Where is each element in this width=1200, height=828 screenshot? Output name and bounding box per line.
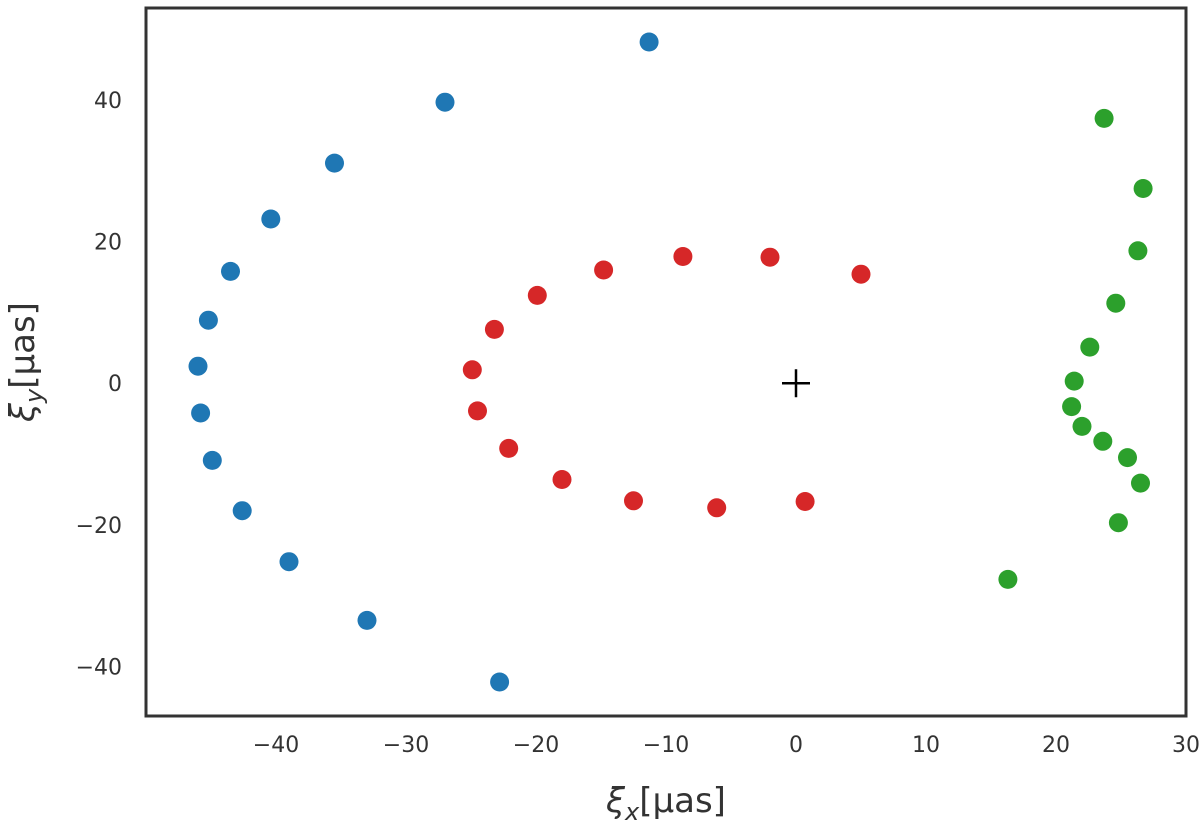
data-point: [435, 92, 455, 112]
data-point: [998, 569, 1018, 589]
data-point: [1094, 108, 1114, 128]
data-point: [673, 247, 693, 266]
data-point: [594, 260, 614, 280]
x-axis-label: ξx[μas]: [605, 781, 726, 826]
data-point: [232, 501, 252, 521]
x-axis-label-subscript: x: [624, 798, 640, 826]
x-axis-ticks: −40 −30 −20 −10 0 10 20 30: [253, 733, 1200, 758]
y-axis-ticks: −40 −20 0 20 40: [76, 89, 122, 680]
y-axis-label-subscript: y: [20, 388, 48, 404]
data-point: [1062, 397, 1082, 417]
data-point: [760, 247, 780, 267]
y-axis-label-symbol: ξ: [3, 402, 43, 423]
series-3: [998, 108, 1153, 589]
data-point: [1064, 371, 1084, 391]
y-axis-label-unit: [μas]: [3, 302, 43, 389]
y-tick-label: −40: [76, 655, 122, 680]
data-point: [851, 264, 871, 284]
x-tick-label: −10: [643, 733, 689, 758]
x-axis-label-unit: [μas]: [639, 781, 726, 821]
data-point: [191, 403, 211, 423]
y-axis-label: ξy[μas]: [3, 302, 48, 423]
data-point: [1080, 337, 1100, 357]
data-point: [198, 310, 218, 330]
data-point: [527, 285, 547, 305]
x-tick-label: 20: [1042, 733, 1070, 758]
series-2: [462, 247, 871, 518]
data-point: [1133, 179, 1153, 198]
data-point: [325, 153, 344, 173]
data-point: [279, 552, 299, 572]
x-tick-label: −40: [253, 733, 299, 758]
data-point: [795, 492, 815, 511]
x-axis-label-symbol: ξ: [605, 781, 626, 821]
x-tick-label: −30: [383, 733, 429, 758]
y-tick-label: −20: [76, 514, 122, 539]
y-tick-label: 0: [108, 372, 122, 397]
data-point: [624, 491, 643, 511]
data-point: [261, 209, 281, 229]
data-point: [188, 356, 208, 376]
x-tick-label: 10: [912, 733, 940, 758]
y-tick-label: 20: [94, 231, 122, 256]
data-point: [1106, 293, 1126, 313]
data-point: [1093, 431, 1113, 451]
data-point: [357, 610, 377, 630]
data-point: [707, 498, 727, 518]
data-point: [1072, 416, 1092, 436]
x-tick-label: 30: [1172, 733, 1200, 758]
data-point: [202, 450, 222, 470]
x-tick-label: 0: [789, 733, 803, 758]
data-point: [1118, 448, 1137, 468]
data-point: [468, 401, 487, 421]
y-tick-label: 40: [94, 89, 122, 114]
data-point: [639, 32, 659, 52]
data-point: [484, 319, 504, 339]
plot-marks: [188, 32, 1153, 692]
data-point: [221, 261, 240, 281]
data-point: [1131, 473, 1150, 493]
data-point: [499, 438, 519, 458]
x-tick-label: −20: [513, 733, 559, 758]
data-point: [490, 672, 510, 692]
plot-frame: [144, 6, 1188, 718]
center-plus-marker: [782, 369, 810, 398]
series-1: [188, 32, 659, 692]
data-point: [1128, 241, 1148, 261]
data-point: [1108, 513, 1128, 533]
data-point: [552, 470, 572, 489]
data-point: [462, 360, 482, 380]
